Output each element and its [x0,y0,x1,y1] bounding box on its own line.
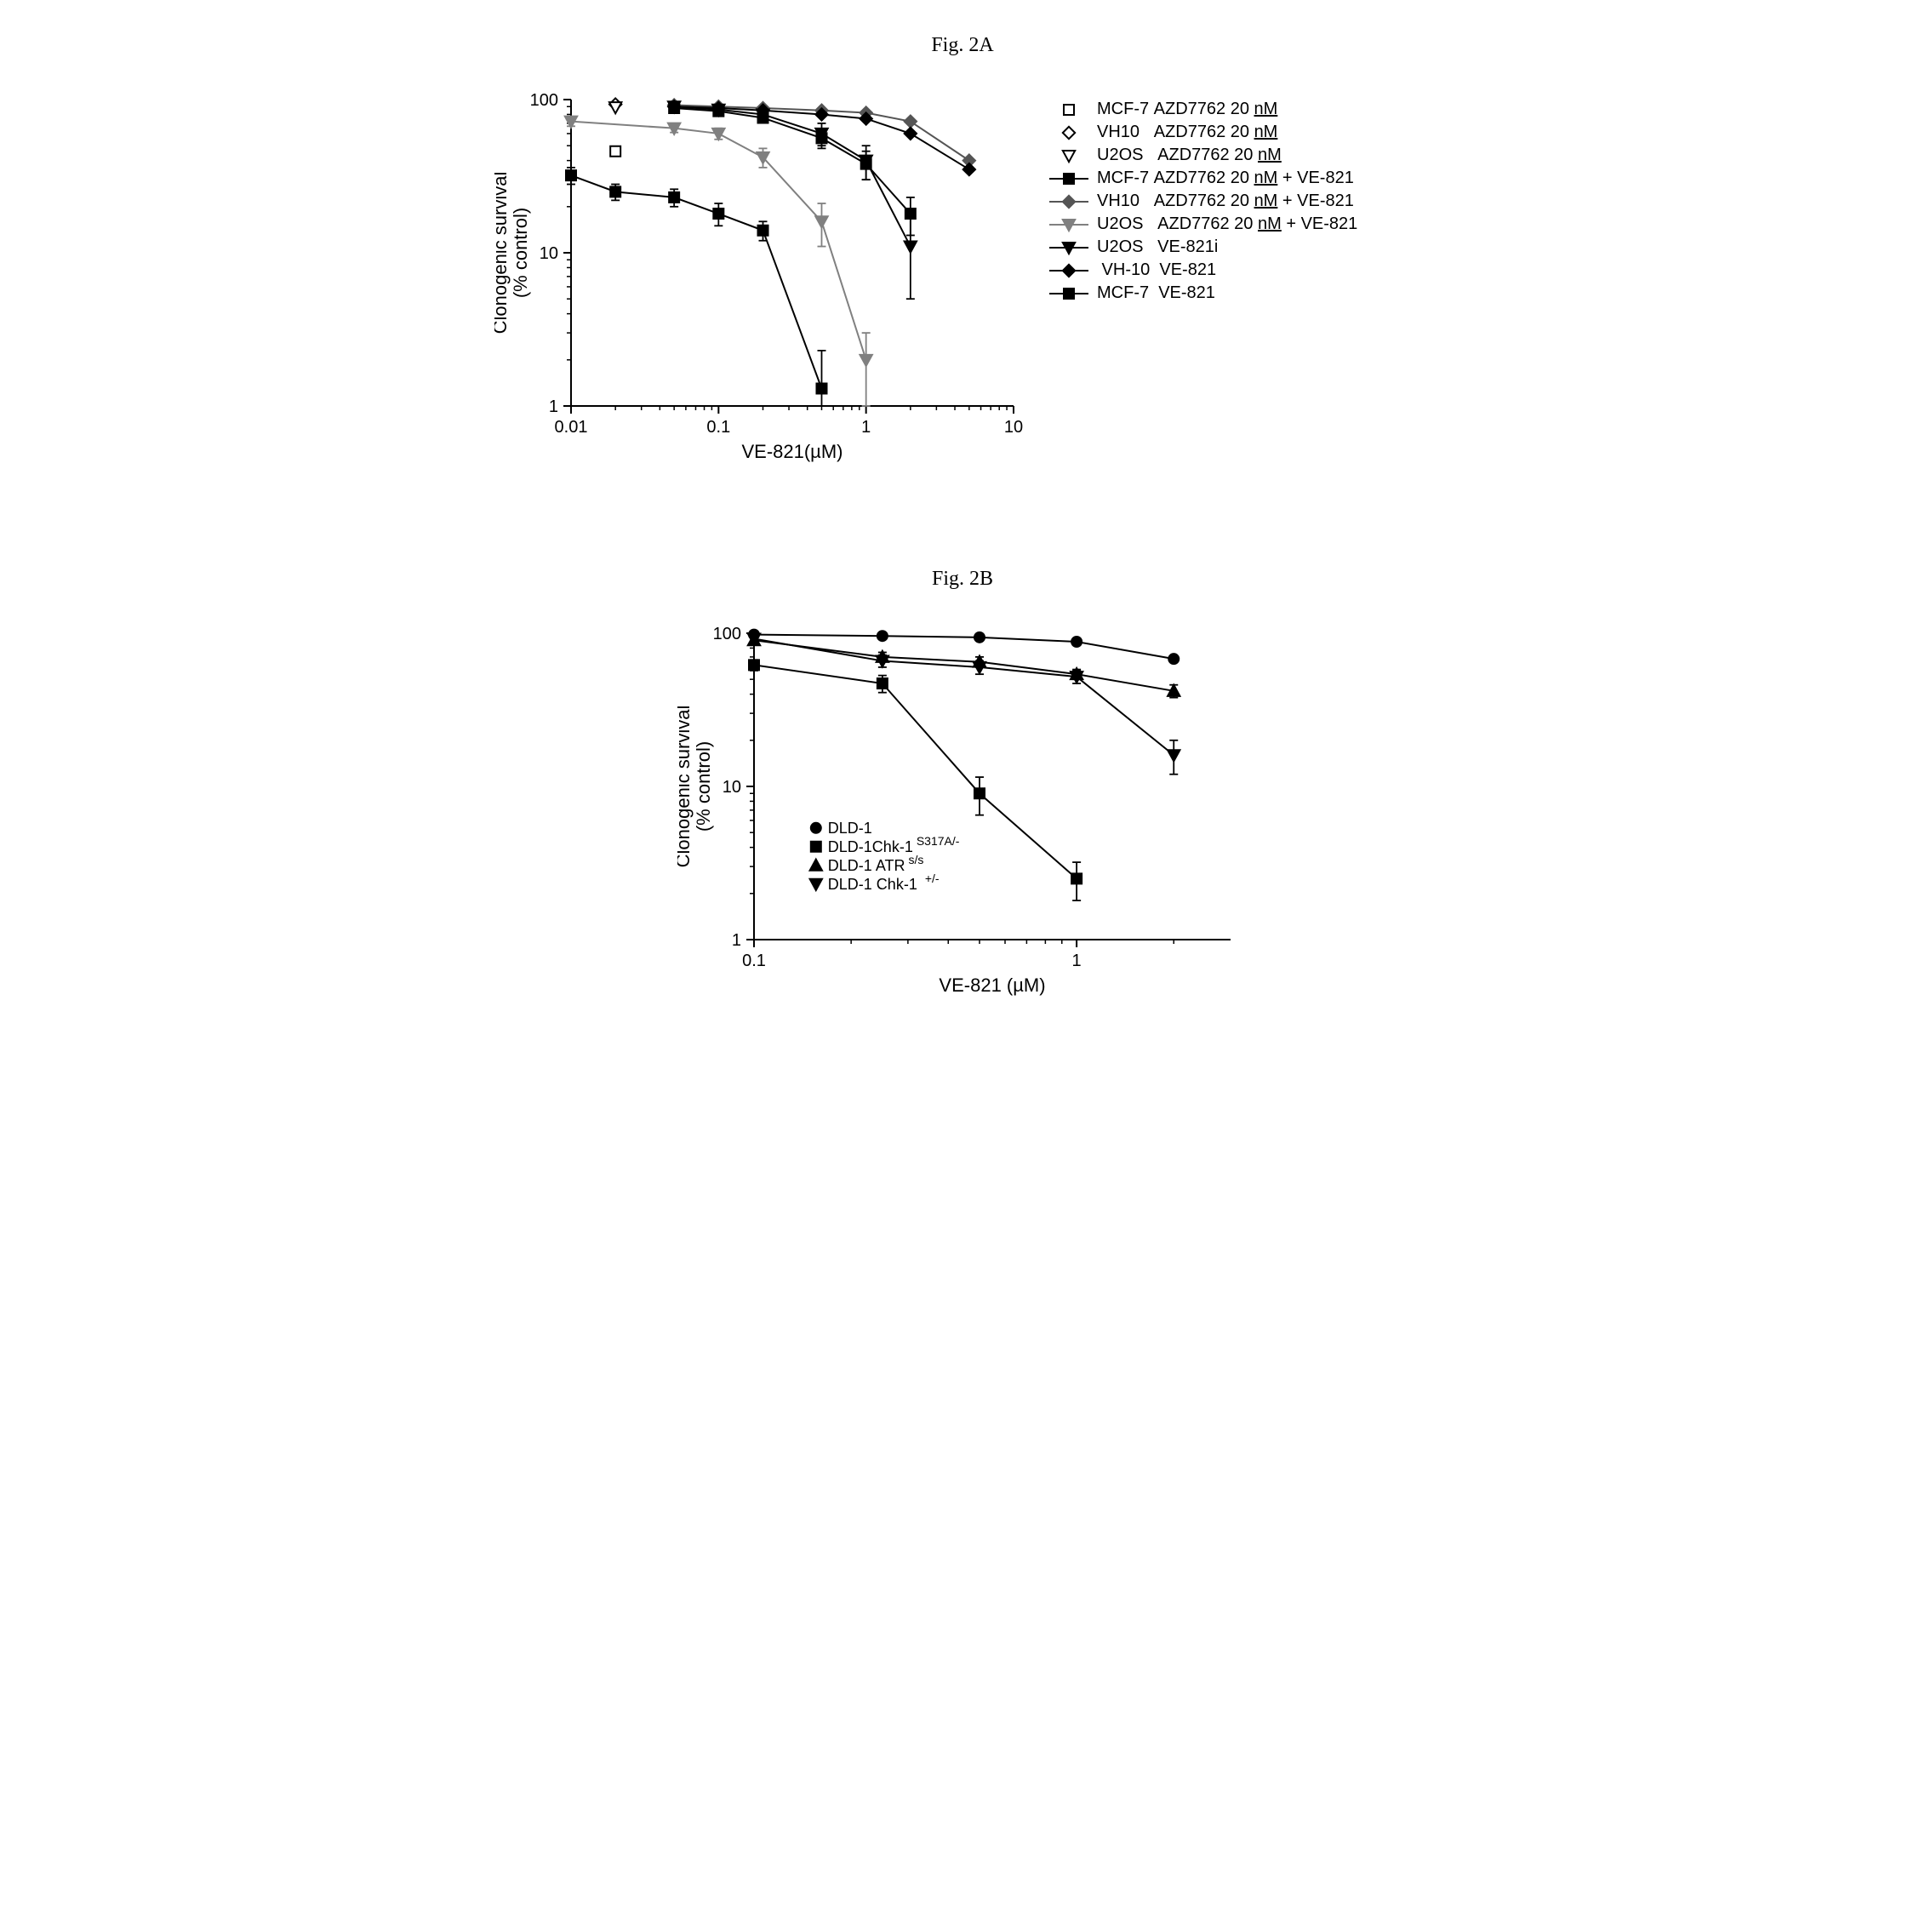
legend-label: MCF-7 AZD7762 20 nM [1097,100,1277,119]
y-tick-label: 10 [723,778,741,797]
legend-label: U2OS AZD7762 20 nM [1097,146,1282,165]
legend-label: MCF-7 AZD7762 20 nM + VE-821 [1097,169,1354,188]
legend-item-vh10-combo: VH10 AZD7762 20 nM + VE-821 [1048,191,1357,211]
legend-item-u2os-azd-alone: U2OS AZD7762 20 nM [1048,146,1357,165]
x-tick-label: 1 [1072,952,1082,970]
legend-label: VH-10 VE-821 [1097,260,1216,280]
legend-swatch [1048,239,1090,256]
legend-label: U2OS AZD7762 20 nM + VE-821 [1097,214,1357,234]
legend-swatch [1048,262,1090,279]
legend-item-dld1-chk1-s317a: DLD-1Chk-1S317A/- [811,834,960,855]
legend-label: DLD-1 [828,820,872,837]
legend-swatch [1048,101,1090,118]
legend-item-mcf7-ve821: MCF-7 VE-821 [1048,283,1357,303]
legend-item-mcf7-azd-alone: MCF-7 AZD7762 20 nM [1048,100,1357,119]
series-mcf7-azd-alone [610,146,620,157]
fig2a-title: Fig. 2A [494,34,1431,57]
series-u2os-ve821i [668,101,917,299]
x-axis-label: VE-821 (µM) [939,975,1045,996]
fig2b-panel: 1101000.11VE-821 (µM)Clonogenic survival… [494,616,1431,999]
legend-swatch [1048,285,1090,302]
legend-swatch [1048,147,1090,164]
fig2b-chart: 1101000.11VE-821 (µM)Clonogenic survival… [677,616,1248,999]
legend-item-dld1: DLD-1 [811,820,872,837]
legend-swatch [1048,170,1090,187]
legend-item-vh10-ve821: VH-10 VE-821 [1048,260,1357,280]
legend-label: U2OS VE-821i [1097,237,1218,257]
legend-item-dld1-atr: DLD-1 ATRs/s [810,853,924,874]
fig2a-chart: 1 10 100 0.01 0.1 1 10 VE-821(µM) Clonogenic sur… [494,83,1031,466]
x-tick-label: 10 [1004,418,1023,437]
series-dld1 [749,630,1179,665]
legend-swatch [1048,124,1090,141]
y-axis-label-bottom: (% control) [510,208,531,298]
figure-container: Fig. 2A 1101000.010.1110VE-821(µM)Clonog… [494,34,1431,999]
series-dld1-chk1-het [748,634,1180,775]
legend-item-mcf7-combo: MCF-7 AZD7762 20 nM + VE-821 [1048,169,1357,188]
y-tick-label: 100 [713,625,741,643]
series-u2os-azd-alone [609,102,621,113]
legend-label: VH10 AZD7762 20 nM [1097,123,1277,142]
y-tick-label: 100 [530,91,558,110]
y-tick-label: 10 [540,244,558,263]
legend-label: VH10 AZD7762 20 nM + VE-821 [1097,191,1354,211]
legend-item-u2os-ve821i: U2OS VE-821i [1048,237,1357,257]
x-axis-label: VE-821(µM) [741,441,843,462]
series-u2os-combo [565,117,872,406]
legend-item-u2os-combo: U2OS AZD7762 20 nM + VE-821 [1048,214,1357,234]
legend-label: DLD-1Chk-1S317A/- [828,834,960,855]
legend-label: MCF-7 VE-821 [1097,283,1215,303]
fig2a-legend: MCF-7 AZD7762 20 nM VH10 AZD7762 20 nM U2O… [1031,83,1357,306]
y-tick-label: 1 [732,931,741,950]
x-tick-label: 0.1 [742,952,766,970]
legend-swatch [1048,216,1090,233]
y-axis-label-bottom: (% control) [693,741,714,832]
legend-label: DLD-1 Chk-1 +/- [828,872,940,893]
y-axis-label-top: Clonogenic survival [494,172,511,334]
fig2b-title: Fig. 2B [494,568,1431,591]
series-mcf7-combo [566,168,826,406]
x-tick-label: 0.01 [555,418,588,437]
x-tick-label: 1 [861,418,871,437]
fig2a-panel: 1 10 100 0.01 0.1 1 10 VE-821(µM) Clonogenic sur… [494,83,1431,466]
legend-swatch [1048,193,1090,210]
y-tick-label: 1 [549,397,558,416]
legend-item-vh10-azd-alone: VH10 AZD7762 20 nM [1048,123,1357,142]
legend-item-dld1-chk1-het: DLD-1 Chk-1 +/- [810,872,940,893]
x-tick-label: 0.1 [706,418,730,437]
legend-label: DLD-1 ATRs/s [828,853,924,874]
y-axis-label-top: Clonogenic survival [677,706,694,868]
